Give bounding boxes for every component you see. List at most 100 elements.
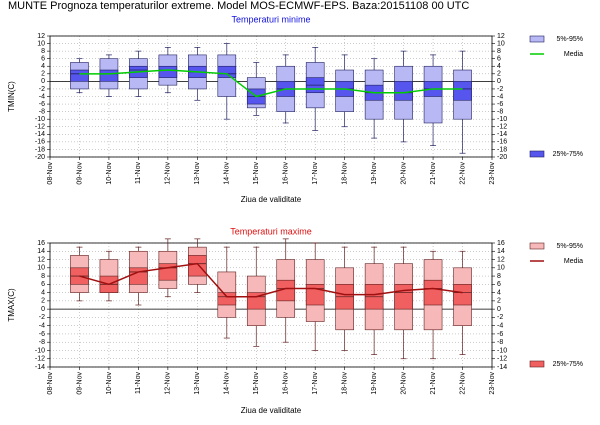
plot-frame bbox=[49, 35, 493, 158]
y-axis-label: TMIN(C) bbox=[7, 81, 16, 112]
y-tick-label: 6 bbox=[41, 56, 45, 63]
legend-label: Media bbox=[564, 258, 583, 265]
x-tick-label: 13-Nov bbox=[194, 372, 201, 395]
box-25-75 bbox=[453, 284, 472, 306]
y2-tick-label: -2 bbox=[497, 314, 503, 321]
y2-tick-label: 4 bbox=[497, 289, 501, 296]
legend-swatch bbox=[529, 35, 545, 43]
y2-tick-label: 6 bbox=[497, 56, 501, 63]
y-tick-label: 16 bbox=[37, 240, 45, 247]
x-tick-label: 21-Nov bbox=[430, 372, 437, 395]
y2-tick-label: 0 bbox=[497, 78, 501, 85]
x-tick-label: 08-Nov bbox=[47, 162, 54, 185]
x-tick-label: 14-Nov bbox=[224, 372, 231, 395]
y2-tick-label: 14 bbox=[497, 248, 505, 255]
y-tick-label: 10 bbox=[37, 40, 45, 47]
y-tick-label: 2 bbox=[41, 71, 45, 78]
y-tick-label: -12 bbox=[35, 356, 45, 363]
legend-swatch bbox=[529, 150, 545, 158]
y2-tick-label: -12 bbox=[497, 124, 507, 131]
box-25-75 bbox=[188, 255, 207, 277]
y2-tick-label: -16 bbox=[497, 139, 507, 146]
y2-tick-label: -10 bbox=[497, 116, 507, 123]
y2-tick-label: -4 bbox=[497, 93, 503, 100]
x-axis-label: Ziua de validitate bbox=[241, 195, 302, 204]
y-tick-label: 10 bbox=[37, 265, 45, 272]
legend-label: 5%-95% bbox=[557, 36, 583, 43]
y2-tick-label: 2 bbox=[497, 298, 501, 305]
y2-tick-label: -14 bbox=[497, 364, 507, 371]
x-tick-label: 22-Nov bbox=[459, 372, 466, 395]
y-tick-label: -8 bbox=[39, 108, 45, 115]
legend-swatch bbox=[529, 360, 545, 368]
x-tick-label: 12-Nov bbox=[165, 162, 172, 185]
x-tick-label: 20-Nov bbox=[400, 162, 407, 185]
box-25-75 bbox=[394, 81, 413, 101]
x-tick-label: 16-Nov bbox=[283, 162, 290, 185]
x-tick-label: 20-Nov bbox=[400, 372, 407, 395]
x-tick-label: 18-Nov bbox=[342, 372, 349, 395]
x-tick-label: 12-Nov bbox=[165, 372, 172, 395]
y-tick-label: -2 bbox=[39, 86, 45, 93]
y2-tick-label: 2 bbox=[497, 71, 501, 78]
y2-tick-label: 12 bbox=[497, 33, 505, 40]
y-tick-label: 12 bbox=[37, 33, 45, 40]
y-tick-label: -14 bbox=[35, 364, 45, 371]
legend-label: 25%-75% bbox=[553, 361, 583, 368]
y2-tick-label: -14 bbox=[497, 131, 507, 138]
y2-tick-label: -4 bbox=[497, 323, 503, 330]
box-25-75 bbox=[99, 69, 119, 82]
y2-tick-label: 0 bbox=[497, 306, 501, 313]
y2-tick-label: -6 bbox=[497, 101, 503, 108]
y-tick-label: 0 bbox=[41, 306, 45, 313]
y-tick-label: -4 bbox=[39, 93, 45, 100]
x-tick-label: 14-Nov bbox=[224, 162, 231, 185]
y2-tick-label: -6 bbox=[497, 331, 503, 338]
y-tick-label: -16 bbox=[35, 139, 45, 146]
mean-line bbox=[79, 69, 463, 98]
legend-swatch bbox=[529, 242, 545, 250]
y2-tick-label: 12 bbox=[497, 256, 505, 263]
box-25-75 bbox=[217, 292, 237, 306]
x-tick-label: 23-Nov bbox=[489, 372, 496, 395]
x-axis-label: Ziua de validitate bbox=[241, 406, 302, 415]
y-tick-label: 8 bbox=[41, 273, 45, 280]
y2-tick-label: -12 bbox=[497, 356, 507, 363]
mean-line bbox=[79, 262, 463, 298]
x-tick-label: 10-Nov bbox=[106, 162, 113, 185]
y2-tick-label: 10 bbox=[497, 265, 505, 272]
y-tick-label: 4 bbox=[41, 289, 45, 296]
y2-tick-label: 8 bbox=[497, 48, 501, 55]
x-tick-label: 18-Nov bbox=[342, 162, 349, 185]
y-tick-label: -6 bbox=[39, 331, 45, 338]
y-tick-label: 14 bbox=[37, 248, 45, 255]
y-tick-label: 4 bbox=[41, 63, 45, 70]
x-tick-label: 15-Nov bbox=[253, 372, 260, 395]
y-tick-label: 6 bbox=[41, 281, 45, 288]
y-axis-label: TMAX(C) bbox=[7, 288, 16, 322]
box-25-75 bbox=[158, 65, 178, 78]
x-tick-label: 21-Nov bbox=[430, 162, 437, 185]
y-tick-label: -20 bbox=[35, 154, 45, 161]
y-tick-label: 0 bbox=[41, 78, 45, 85]
y2-tick-label: -8 bbox=[497, 339, 503, 346]
x-tick-label: 09-Nov bbox=[76, 372, 83, 395]
subtitle: Temperaturi minime bbox=[231, 14, 310, 24]
y2-tick-label: 10 bbox=[497, 40, 505, 47]
x-tick-label: 19-Nov bbox=[371, 162, 378, 185]
plot-frame bbox=[49, 242, 493, 368]
legend-label: Media bbox=[564, 51, 583, 58]
box-25-75 bbox=[394, 284, 413, 310]
y-tick-label: -18 bbox=[35, 146, 45, 153]
y-tick-label: -12 bbox=[35, 124, 45, 131]
x-tick-label: 15-Nov bbox=[253, 162, 260, 185]
legend-label: 25%-75% bbox=[553, 151, 583, 158]
y2-tick-label: -10 bbox=[497, 347, 507, 354]
box-25-75 bbox=[423, 279, 443, 306]
x-tick-label: 11-Nov bbox=[135, 162, 142, 185]
y2-tick-label: -18 bbox=[497, 146, 507, 153]
y2-tick-label: -20 bbox=[497, 154, 507, 161]
y2-tick-label: 16 bbox=[497, 240, 505, 247]
box-25-75 bbox=[305, 284, 325, 306]
